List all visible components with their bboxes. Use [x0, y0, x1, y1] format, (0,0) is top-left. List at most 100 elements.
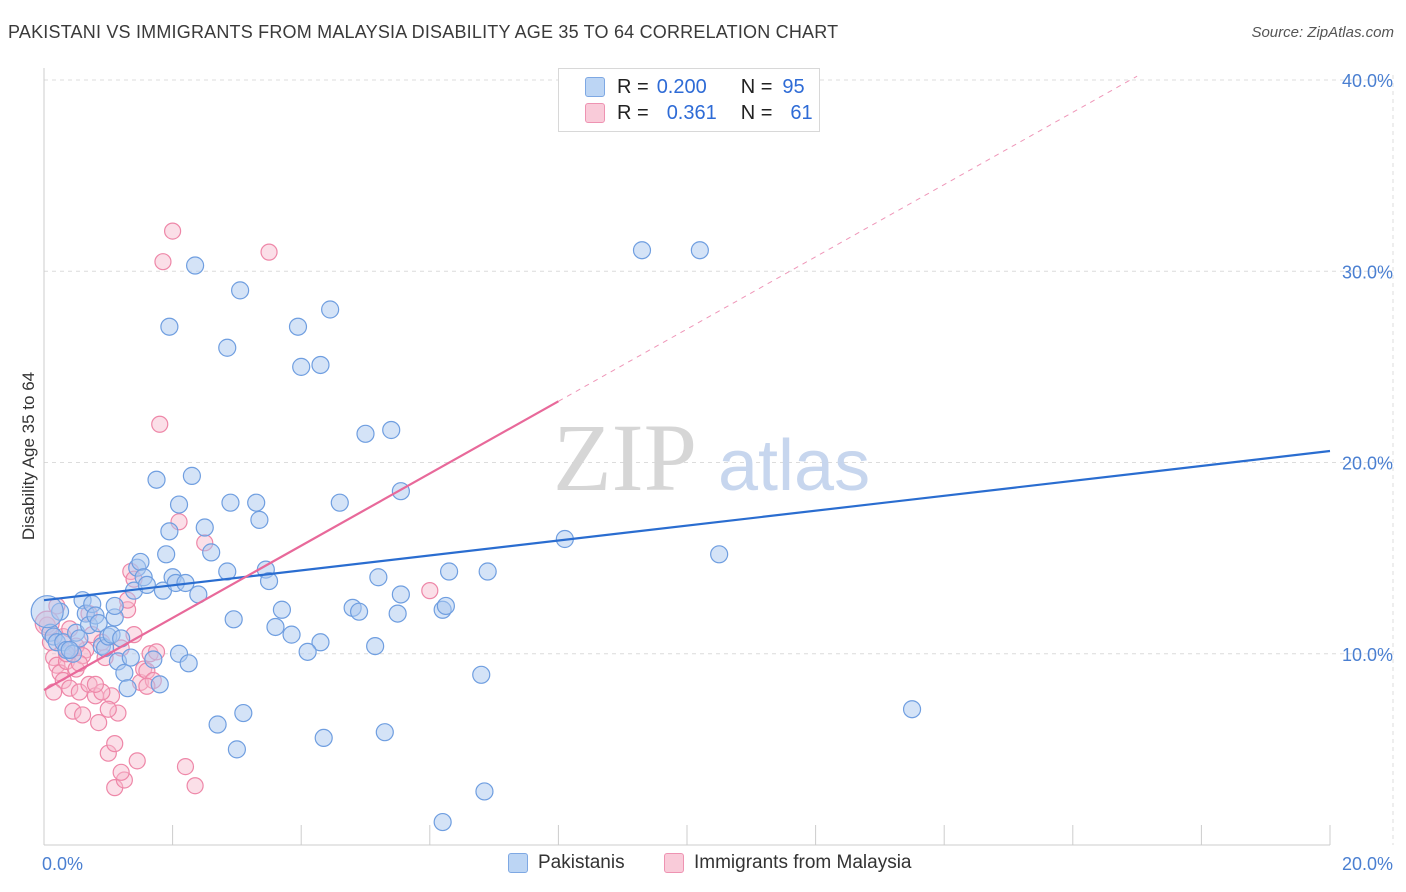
pakistanis-point [349, 602, 369, 621]
pakistanis-point [314, 728, 333, 748]
pakistanis-point [311, 633, 330, 652]
pakistanis-point [208, 715, 227, 734]
pakistanis-point [247, 493, 266, 512]
chart-title: PAKISTANI VS IMMIGRANTS FROM MALAYSIA DI… [8, 22, 839, 42]
pakistanis-point [439, 562, 459, 581]
malaysia-point [164, 222, 182, 240]
x-tick-label: 20.0% [1342, 854, 1393, 874]
malaysia-point [99, 744, 117, 762]
pakistanis-point [472, 665, 491, 684]
malaysia-point [154, 253, 172, 271]
pakistanis-point [179, 654, 198, 673]
pakistanis-point [388, 604, 407, 623]
legend-swatch-pink [664, 853, 684, 873]
legend-item-malaysia[interactable]: Immigrants from Malaysia [664, 852, 912, 874]
trend-lines [43, 75, 1331, 692]
pakistanis-point [202, 543, 221, 562]
malaysia-trend-line [43, 400, 559, 692]
malaysia-point [186, 777, 204, 795]
pakistanis-point [169, 495, 189, 514]
pakistanis-point [311, 355, 330, 375]
pakistanis-point [160, 317, 179, 336]
pakistanis-point [221, 493, 240, 512]
legend-r-value: 0.200 [656, 75, 707, 98]
legend-row-pakistanis: R = 0.200 N = 95 [585, 75, 805, 99]
pakistanis-point [105, 596, 124, 616]
malaysia-point [176, 757, 195, 776]
legend-n-label: N = [740, 75, 773, 98]
legend-row-malaysia: R = 0.361 N = 61 [585, 101, 813, 125]
pakistanis-point [298, 642, 317, 661]
watermark-zip: ZIP [553, 404, 697, 511]
pakistanis-point [356, 424, 375, 443]
source-label: Source: ZipAtlas.com [1251, 24, 1394, 41]
pakistanis-point [121, 648, 140, 667]
series-pakistanis-points [30, 241, 922, 832]
pakistanis-point [632, 241, 652, 260]
pakistanis-point [330, 493, 349, 512]
pakistanis-point [160, 522, 179, 541]
legend-r-label: R = [617, 101, 649, 124]
y-tick-label: 10.0% [1342, 645, 1393, 665]
legend-swatch-blue [508, 853, 528, 873]
pakistanis-point [150, 675, 169, 694]
pakistanis-trend-line [43, 449, 1331, 602]
legend-stats: R = 0.200 N = 95 R = 0.361 N = 61 [558, 68, 820, 132]
pakistanis-point [259, 571, 279, 591]
malaysia-point [151, 415, 169, 433]
malaysia-point [421, 582, 439, 600]
legend-item-pakistanis[interactable]: Pakistanis [508, 852, 625, 874]
y-tick-label: 20.0% [1342, 454, 1393, 474]
pakistanis-point [710, 545, 729, 564]
pakistanis-point [224, 610, 243, 629]
malaysia-point [106, 735, 124, 753]
pakistanis-point [436, 596, 455, 616]
tick-labels: 10.0% 20.0% 30.0% 40.0% 0.0% 20.0% [42, 71, 1393, 874]
malaysia-trend-extension [558, 75, 1138, 402]
legend-swatch-blue [585, 77, 605, 97]
pakistanis-point [30, 595, 64, 629]
pakistanis-point [186, 256, 205, 275]
pakistanis-point [478, 562, 497, 581]
pakistanis-point [288, 317, 308, 336]
pakistanis-point [182, 466, 201, 485]
y-axis-title: Disability Age 35 to 64 [19, 372, 38, 540]
pakistanis-point [272, 600, 292, 619]
pakistanis-point [147, 470, 166, 489]
malaysia-point [128, 752, 146, 770]
pakistanis-point [321, 300, 340, 319]
malaysia-point [112, 763, 130, 781]
pakistanis-point [369, 568, 388, 587]
legend-swatch-pink [585, 103, 605, 123]
pakistanis-point [118, 679, 137, 698]
watermark-atlas: atlas [718, 426, 870, 506]
malaysia-point [90, 713, 108, 732]
pakistanis-point [157, 545, 176, 564]
pakistanis-point [690, 241, 709, 260]
pakistanis-point [115, 663, 134, 682]
pakistanis-point [433, 812, 452, 832]
pakistanis-point [195, 518, 214, 537]
y-tick-label: 30.0% [1342, 262, 1393, 282]
malaysia-point [86, 675, 105, 693]
legend-r-label: R = [617, 75, 649, 98]
axes [43, 68, 1331, 846]
malaysia-point [109, 704, 127, 722]
pakistanis-point [227, 740, 246, 759]
pakistanis-point [382, 420, 401, 440]
pakistanis-point [475, 782, 494, 801]
legend-n-label: N = [740, 101, 773, 124]
pakistanis-point [250, 510, 269, 529]
pakistanis-point [131, 552, 150, 572]
legend-label: Pakistanis [538, 852, 625, 873]
watermark: ZIP atlas [553, 404, 870, 511]
pakistanis-point [144, 650, 163, 669]
malaysia-point [99, 700, 117, 718]
malaysia-point [64, 702, 82, 720]
pakistanis-point [282, 625, 301, 644]
legend-n-value: 61 [790, 101, 813, 124]
pakistanis-point [89, 614, 108, 633]
pakistanis-point [218, 338, 237, 357]
legend-label: Immigrants from Malaysia [694, 852, 912, 873]
